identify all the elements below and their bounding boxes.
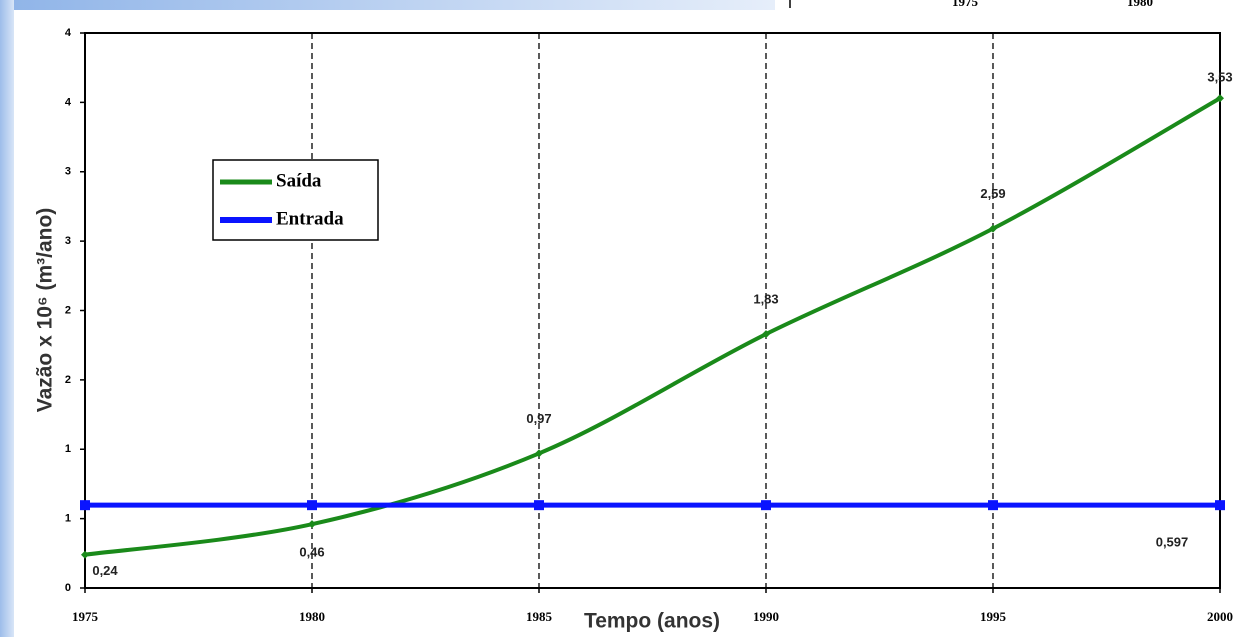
y-tick-label: 2 bbox=[65, 304, 71, 316]
point bbox=[761, 500, 771, 511]
line bbox=[84, 96, 1221, 557]
y-tick-label: 4 bbox=[65, 27, 72, 39]
side-band bbox=[0, 0, 14, 637]
y-tick-label: 0 bbox=[65, 582, 71, 594]
point bbox=[80, 500, 90, 511]
data-label: 1,83 bbox=[753, 292, 778, 307]
y-tick-label: 2 bbox=[65, 374, 71, 386]
legend-label: Saída bbox=[276, 170, 322, 191]
x-tick-label: 1985 bbox=[526, 609, 553, 624]
legend-box bbox=[212, 159, 379, 241]
plot-frame bbox=[84, 32, 1221, 589]
data-label: 0,597 bbox=[1156, 535, 1189, 550]
point bbox=[81, 550, 89, 559]
point bbox=[762, 330, 770, 339]
point bbox=[535, 449, 543, 458]
y-tick-label: 3 bbox=[65, 235, 71, 247]
point bbox=[988, 500, 998, 511]
y-tick-label: 4 bbox=[65, 96, 72, 108]
point bbox=[534, 500, 544, 511]
data-label: 0,97 bbox=[526, 411, 551, 426]
data-label: 3,53 bbox=[1207, 70, 1232, 85]
x-tick-label: 1975 bbox=[72, 609, 99, 624]
y-tick-label: 3 bbox=[65, 166, 71, 178]
point bbox=[1215, 500, 1225, 511]
legend-label: Entrada bbox=[276, 208, 344, 229]
point bbox=[1216, 94, 1224, 103]
y-axis-label: Vazão x 10⁶ (m³/ano) bbox=[34, 208, 57, 413]
x-tick-label: 2000 bbox=[1207, 609, 1233, 624]
x-tick-label: 1995 bbox=[980, 609, 1007, 624]
data-label: 0,24 bbox=[92, 563, 118, 578]
point bbox=[307, 500, 317, 511]
fragment-label: 1980 bbox=[1127, 0, 1153, 9]
x-tick-label: 1980 bbox=[299, 609, 325, 624]
y-tick-label: 1 bbox=[65, 513, 71, 525]
x-axis-label: Tempo (anos) bbox=[584, 610, 720, 633]
point bbox=[989, 224, 997, 233]
y-tick-label: 1 bbox=[65, 443, 71, 455]
top-band bbox=[0, 0, 775, 10]
point bbox=[308, 520, 316, 529]
legend: Saída Entrada bbox=[212, 159, 379, 241]
x-tick-label: 1990 bbox=[753, 609, 779, 624]
data-label: 2,59 bbox=[980, 186, 1005, 201]
fragment-label: 1975 bbox=[952, 0, 979, 9]
data-label: 0,46 bbox=[299, 545, 324, 560]
